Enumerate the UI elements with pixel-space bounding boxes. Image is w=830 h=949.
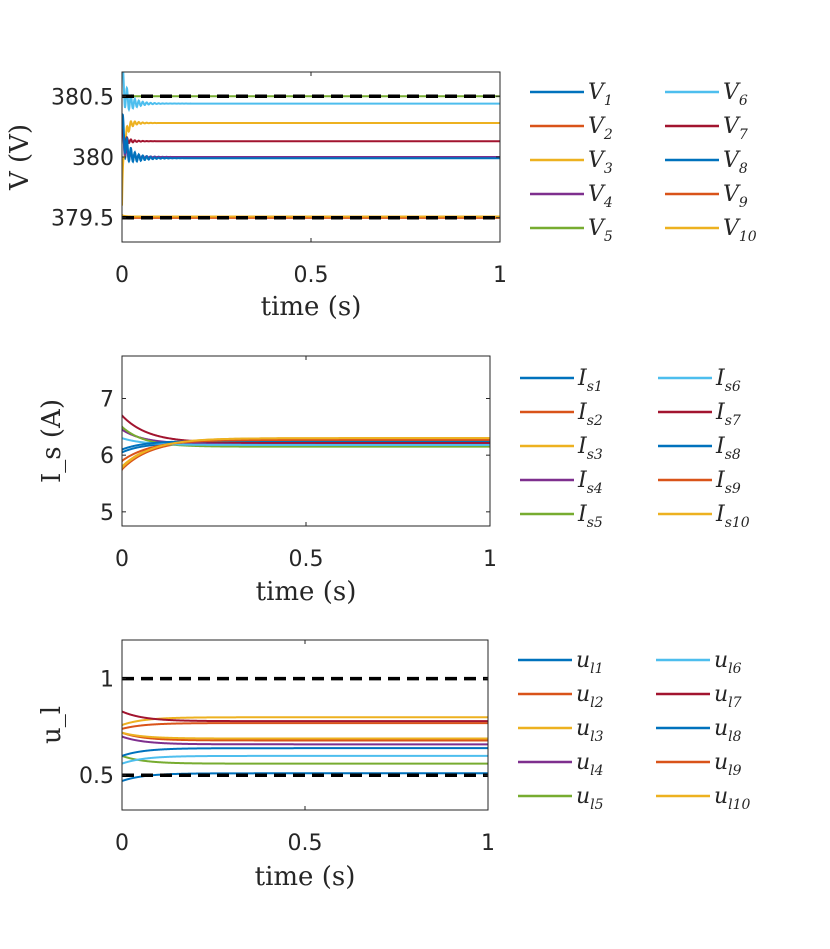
series-line-V3 [122, 119, 500, 206]
x-tick-label: 0 [115, 263, 129, 288]
y-axis-label: I_s (A) [37, 399, 67, 483]
series-line-ul8 [122, 747, 488, 757]
legend-entry: V8 [723, 148, 748, 177]
legend-entry: Is5 [577, 502, 603, 531]
x-axis-label: time (s) [261, 292, 362, 322]
legend-entry: Is4 [577, 468, 603, 497]
legend-entry: Is1 [577, 366, 603, 395]
x-tick-label: 0.5 [288, 831, 323, 856]
series-line-ul2 [122, 722, 488, 730]
series-line-V7 [122, 129, 500, 145]
x-tick-label: 0.5 [294, 263, 329, 288]
legend-entry: V2 [588, 114, 613, 143]
series-line-Is4 [122, 428, 490, 445]
legend-entry: V1 [588, 80, 613, 109]
series-line-ul7 [122, 710, 488, 723]
legend-entry: Is6 [715, 366, 741, 395]
y-tick-label: 0.5 [79, 764, 114, 789]
series-line-ul10 [122, 731, 488, 740]
legend-entry: ul3 [576, 716, 604, 745]
series-line-ul3 [122, 716, 488, 726]
legend-entry: Is2 [577, 400, 603, 429]
x-tick-label: 1 [483, 547, 497, 572]
y-tick-label: 6 [100, 444, 114, 469]
legend-entry: V6 [723, 80, 748, 109]
legend-entry: V9 [723, 182, 748, 211]
legend-entry: ul9 [714, 750, 742, 779]
x-axis-label: time (s) [255, 862, 356, 892]
series-line-Is6 [122, 437, 490, 446]
legend: V1 V2 V3 V4 V5 V6 V7 V8 V9 V10 [530, 80, 757, 245]
y-axis-label: u_l [37, 706, 67, 744]
legend-entry: ul10 [714, 784, 751, 813]
legend-entry: V10 [723, 216, 757, 245]
series-line-ul6 [122, 754, 488, 765]
y-tick-label: 5 [100, 501, 114, 526]
x-tick-label: 1 [481, 831, 495, 856]
legend-entry: ul8 [714, 716, 742, 745]
x-tick-label: 0 [115, 547, 129, 572]
legend-entry: ul7 [714, 682, 742, 711]
y-tick-label: 7 [100, 388, 114, 413]
legend-entry: Is9 [715, 468, 741, 497]
y-tick-label: 1 [100, 668, 114, 693]
legend-entry: V7 [723, 114, 748, 143]
series-line-Is5 [122, 425, 490, 448]
series-line-ul5 [122, 754, 488, 765]
y-axis-label: V (V) [5, 124, 35, 191]
y-tick-label: 380.5 [51, 85, 114, 110]
series-line-V8 [122, 113, 500, 164]
legend-entry: V5 [588, 216, 613, 245]
series-line-ul4 [122, 735, 488, 746]
legend-entry: V3 [588, 148, 613, 177]
series-line-Is9 [122, 438, 490, 462]
series-line-Is10 [122, 437, 490, 469]
legend: ul1 ul2 ul3 ul4 ul5 ul6 ul7 ul8 ul9 ul10 [518, 648, 751, 813]
axes-box [121, 639, 489, 811]
legend-entry: ul1 [576, 648, 604, 677]
legend-entry: ul2 [576, 682, 604, 711]
x-axis-label: time (s) [256, 577, 357, 607]
series-line-V6 [122, 72, 500, 113]
series-line-V1 [122, 124, 500, 164]
legend-entry: Is10 [715, 502, 750, 531]
x-tick-label: 0 [115, 831, 129, 856]
legend-entry: V4 [588, 182, 613, 211]
legend-entry: ul5 [576, 784, 604, 813]
legend-entry: Is3 [577, 434, 603, 463]
series-line-V10 [122, 214, 500, 218]
y-tick-label: 380 [72, 146, 114, 171]
legend-entry: Is7 [715, 400, 741, 429]
x-tick-label: 0.5 [289, 547, 324, 572]
legend-entry: Is8 [715, 434, 741, 463]
legend: Is1 Is2 Is3 Is4 Is5 Is6 Is7 Is8 Is9 Is10 [520, 366, 750, 531]
legend-entry: ul6 [714, 648, 742, 677]
y-tick-label: 379.5 [51, 207, 114, 232]
legend-entry: ul4 [576, 750, 604, 779]
x-tick-label: 1 [493, 263, 507, 288]
series-line-V4 [122, 128, 500, 161]
